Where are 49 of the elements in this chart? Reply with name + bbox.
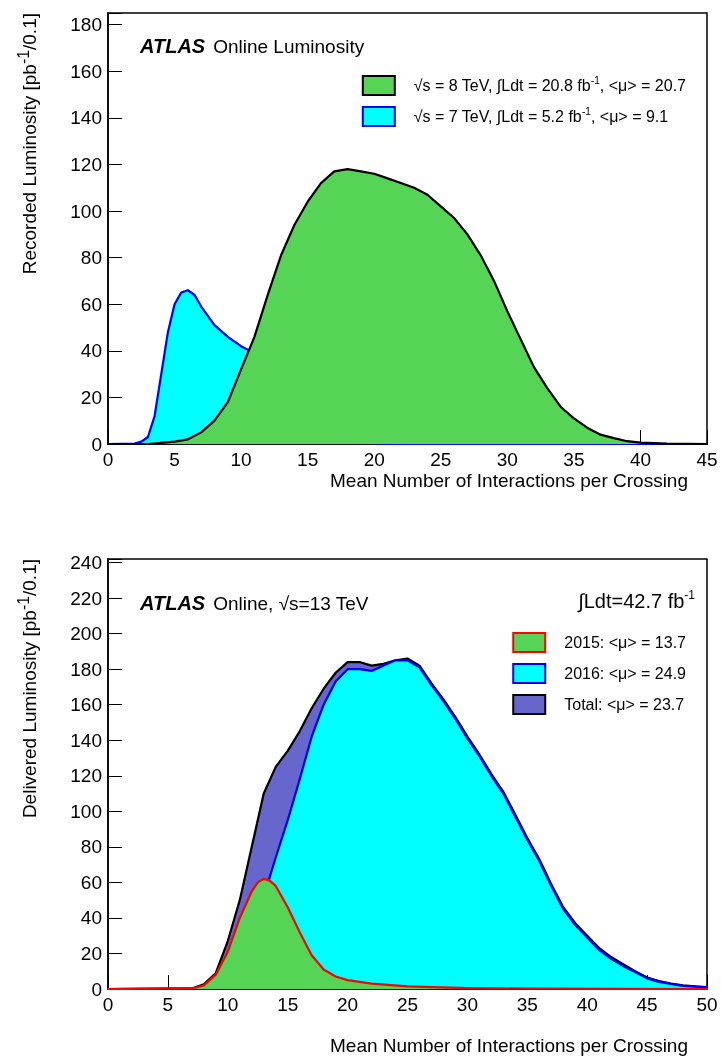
x-tick-label: 40 [576, 994, 598, 1015]
x-axis-title: Mean Number of Interactions per Crossing [330, 1035, 689, 1056]
x-tick-label: 25 [396, 994, 419, 1015]
y-tick-label: 120 [70, 765, 102, 787]
y-tick-label: 240 [70, 552, 102, 574]
x-tick-label: 25 [430, 449, 452, 470]
y-tick-label: 40 [80, 340, 102, 362]
text: ATLAS Online, √s=13 TeV [139, 592, 369, 614]
x-tick-label: 50 [696, 994, 718, 1015]
y-tick-label: 40 [80, 907, 102, 929]
y-tick-label: 20 [80, 942, 102, 964]
y-tick-label: 140 [70, 729, 102, 751]
legend-label: 2016: <μ> = 24.9 [564, 665, 687, 682]
x-tick-label: 10 [217, 994, 239, 1015]
y-tick-label: 220 [70, 587, 102, 609]
y-tick-label: 60 [80, 871, 102, 893]
y-tick-label: 120 [70, 153, 102, 175]
y-tick-label: 160 [70, 694, 102, 716]
x-tick-label: 20 [337, 994, 359, 1015]
legend-label: 2015: <μ> = 13.7 [564, 634, 687, 651]
x-tick-label: 10 [230, 449, 252, 470]
x-axis-title: Mean Number of Interactions per Crossing [330, 470, 689, 491]
y-tick-label: 20 [80, 386, 102, 408]
y-tick-label: 80 [80, 247, 102, 269]
y-tick-label: 80 [80, 836, 102, 858]
y-tick-label: 160 [70, 60, 102, 82]
y-tick-label: 200 [70, 623, 102, 645]
x-tick-label: 30 [496, 449, 518, 470]
x-tick-label: 15 [277, 994, 299, 1015]
x-tick-label: 5 [162, 994, 174, 1015]
x-tick-label: 45 [696, 449, 718, 470]
y-tick-label: 100 [70, 800, 102, 822]
x-tick-label: 35 [516, 994, 538, 1015]
y-tick-label: 0 [91, 433, 102, 455]
y-tick-label: 60 [80, 293, 102, 315]
x-tick-label: 20 [363, 449, 385, 470]
text: ATLAS Online Luminosity [139, 35, 365, 57]
y-tick-label: 100 [70, 200, 102, 222]
y-tick-label: 140 [70, 107, 102, 129]
x-tick-label: 30 [456, 994, 478, 1015]
legend-label: Total: <μ> = 23.7 [564, 696, 685, 713]
y-tick-label: 180 [70, 14, 102, 36]
x-tick-label: 15 [297, 449, 319, 470]
x-tick-label: 5 [169, 449, 180, 470]
x-tick-label: 45 [636, 994, 658, 1015]
y-tick-label: 180 [70, 658, 102, 680]
x-tick-label: 35 [563, 449, 585, 470]
y-tick-label: 0 [91, 978, 102, 1000]
x-tick-label: 40 [629, 449, 652, 470]
